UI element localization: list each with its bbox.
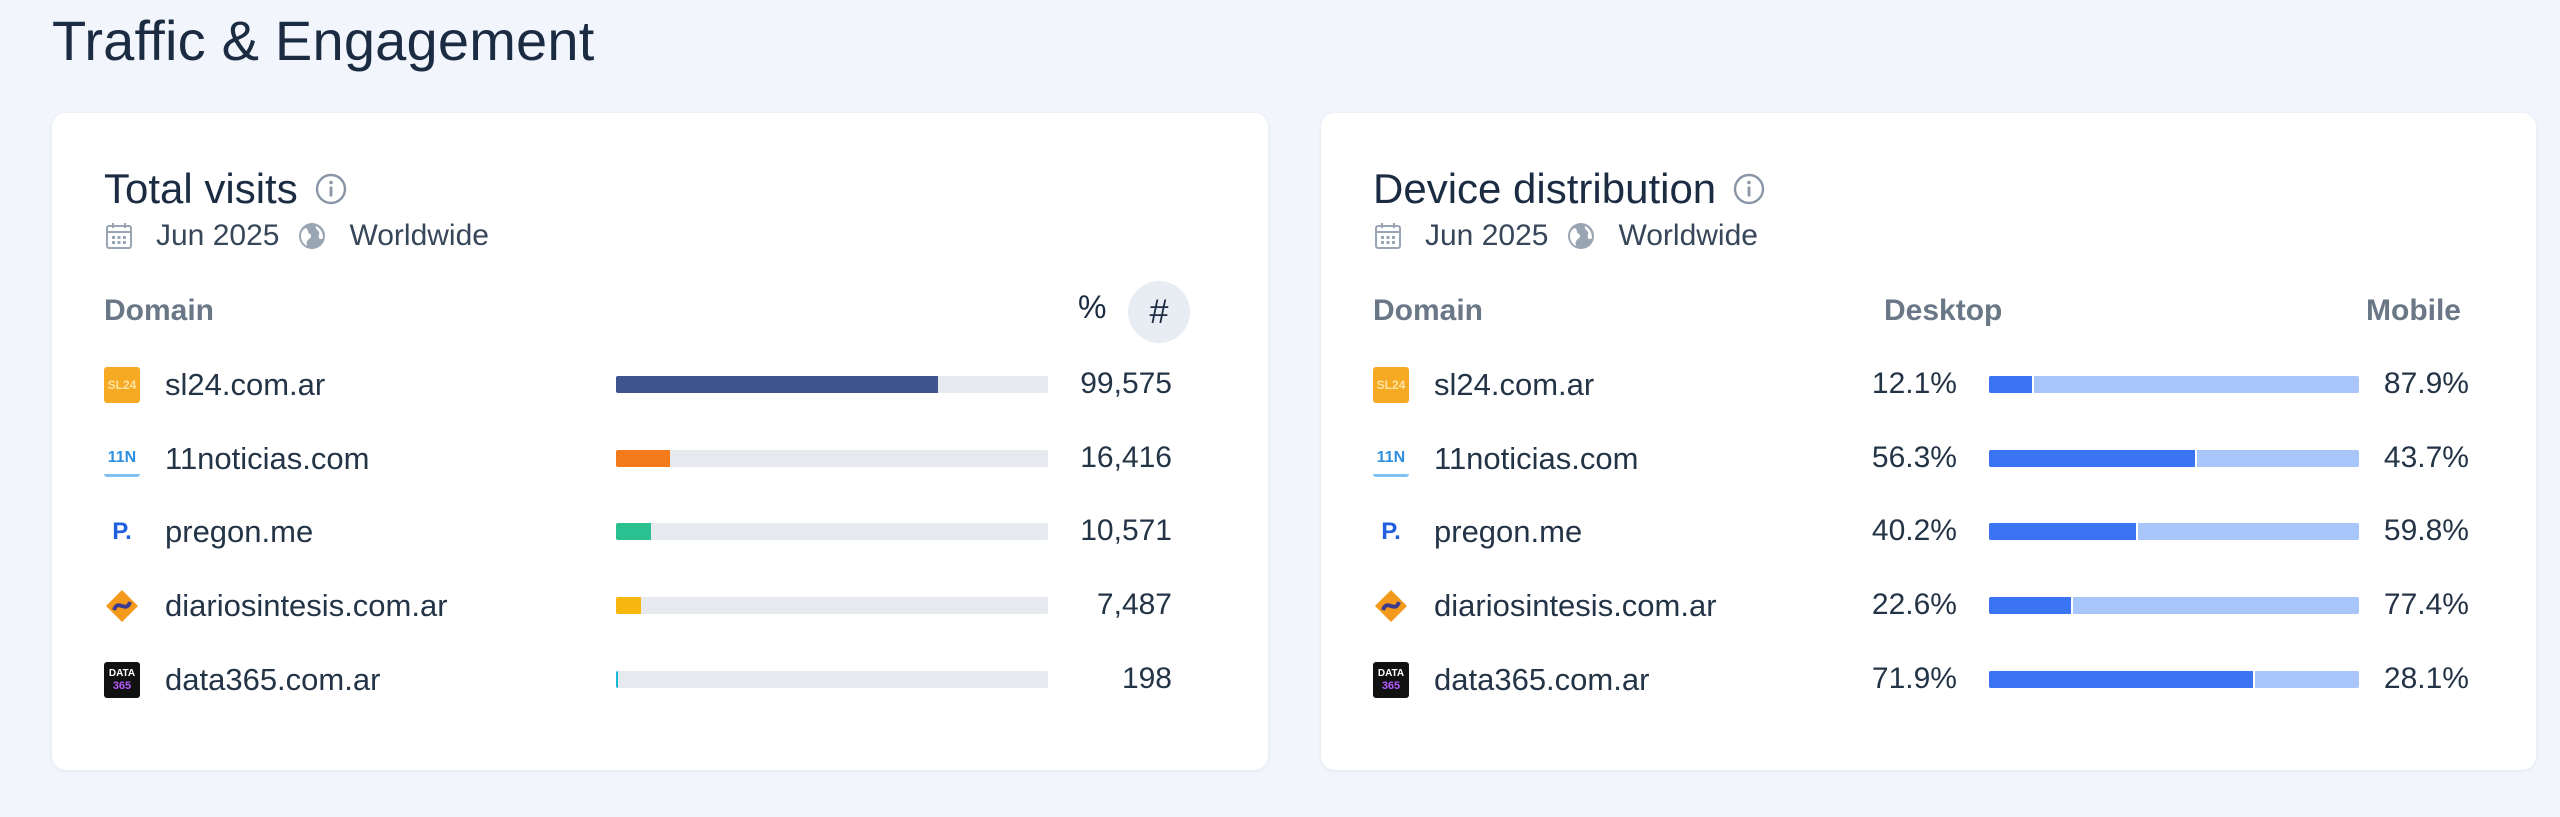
domain-label[interactable]: diariosintesis.com.ar [1434, 588, 1717, 623]
domain-label[interactable]: pregon.me [165, 514, 314, 549]
mobile-percent: 87.9% [2383, 367, 2469, 400]
column-header-desktop: Desktop [1884, 294, 2003, 327]
domain-label[interactable]: pregon.me [1434, 514, 1583, 549]
column-header-mobile: Mobile [2366, 294, 2461, 327]
visits-value: 16,416 [1080, 441, 1172, 474]
percent-toggle-button[interactable]: % [1078, 289, 1107, 325]
visits-value: 7,487 [1096, 588, 1172, 621]
pregon-logo-icon: P. [1381, 518, 1401, 545]
desktop-percent: 40.2% [1871, 514, 1957, 547]
sl24-logo-icon: SL24 [1373, 367, 1409, 403]
visits-row[interactable]: SL24 sl24.com.ar [104, 365, 325, 405]
device-split-bar [1989, 376, 2359, 393]
visits-row[interactable]: P. pregon.me [104, 512, 313, 552]
info-icon[interactable] [314, 172, 348, 206]
desktop-percent: 56.3% [1871, 441, 1957, 474]
visits-value: 10,571 [1080, 514, 1172, 547]
diariosintesis-logo-icon [104, 588, 140, 624]
info-icon[interactable] [1732, 172, 1766, 206]
visits-share-bar [616, 376, 1048, 393]
visits-value: 99,575 [1080, 367, 1172, 400]
desktop-percent: 22.6% [1871, 588, 1957, 621]
domain-label[interactable]: data365.com.ar [165, 662, 381, 697]
total-visits-card: Total visits Jun 2025 Worldwide Domain %… [52, 113, 1268, 770]
sl24-logo-icon: SL24 [104, 367, 140, 403]
desktop-share-fill [1989, 671, 2256, 688]
mobile-percent: 28.1% [2383, 662, 2469, 695]
card-title: Total visits [104, 165, 298, 212]
filters-summary: Jun 2025 Worldwide [1373, 219, 1776, 253]
visits-row[interactable]: DATA 365 data365.com.ar [104, 660, 380, 700]
device-distribution-card: Device distribution Jun 2025 Worldwide D… [1321, 113, 2536, 770]
device-row[interactable]: 11N 11noticias.com [1373, 439, 1638, 479]
globe-icon [299, 223, 326, 249]
domain-label[interactable]: diariosintesis.com.ar [165, 588, 448, 623]
eleven-noticias-logo-icon: 11N [104, 441, 140, 477]
device-split-bar [1989, 523, 2359, 540]
visits-value: 198 [1121, 662, 1172, 695]
visits-row[interactable]: diariosintesis.com.ar [104, 586, 448, 626]
device-split-bar [1989, 597, 2359, 614]
visits-row[interactable]: 11N 11noticias.com [104, 439, 369, 479]
device-split-bar [1989, 450, 2359, 467]
region-label: Worldwide [1618, 219, 1758, 252]
visits-share-bar [616, 671, 1048, 688]
desktop-share-fill [1989, 597, 2073, 614]
visits-share-fill [616, 597, 641, 614]
desktop-percent: 12.1% [1871, 367, 1957, 400]
region-label: Worldwide [349, 219, 489, 252]
device-split-bar [1989, 671, 2359, 688]
data365-logo-icon: DATA 365 [104, 662, 140, 698]
column-header-domain: Domain [1373, 294, 1484, 327]
number-toggle-button[interactable]: # [1128, 281, 1190, 343]
domain-label[interactable]: data365.com.ar [1434, 662, 1650, 697]
visits-share-fill [616, 671, 619, 688]
domain-label[interactable]: sl24.com.ar [165, 367, 326, 402]
eleven-noticias-logo-icon: 11N [1373, 441, 1409, 477]
device-distribution-header: Device distribution [1373, 165, 1766, 213]
device-row[interactable]: SL24 sl24.com.ar [1373, 365, 1594, 405]
mobile-percent: 43.7% [2383, 441, 2469, 474]
pregon-logo-icon: P. [112, 518, 132, 545]
desktop-share-fill [1989, 523, 2138, 540]
mobile-percent: 59.8% [2383, 514, 2469, 547]
visits-share-fill [616, 523, 651, 540]
desktop-percent: 71.9% [1871, 662, 1957, 695]
desktop-share-fill [1989, 450, 2198, 467]
calendar-icon [1375, 223, 1401, 249]
mobile-percent: 77.4% [2383, 588, 2469, 621]
visits-share-bar [616, 450, 1048, 467]
device-row[interactable]: P. pregon.me [1373, 512, 1582, 552]
device-row[interactable]: DATA 365 data365.com.ar [1373, 660, 1649, 700]
date-label: Jun 2025 [156, 219, 280, 252]
visits-share-bar [616, 597, 1048, 614]
domain-label[interactable]: sl24.com.ar [1434, 367, 1595, 402]
desktop-share-fill [1989, 376, 2034, 393]
column-header-domain: Domain [104, 294, 215, 327]
domain-label[interactable]: 11noticias.com [165, 441, 370, 476]
page-title: Traffic & Engagement [52, 9, 595, 72]
diariosintesis-logo-icon [1373, 588, 1409, 624]
filters-summary: Jun 2025 Worldwide [104, 219, 507, 253]
visits-share-bar [616, 523, 1048, 540]
calendar-icon [106, 223, 132, 249]
date-label: Jun 2025 [1425, 219, 1549, 252]
domain-label[interactable]: 11noticias.com [1434, 441, 1639, 476]
device-row[interactable]: diariosintesis.com.ar [1373, 586, 1717, 626]
visits-share-fill [616, 376, 938, 393]
total-visits-header: Total visits [104, 165, 348, 213]
card-title: Device distribution [1373, 165, 1717, 212]
visits-share-fill [616, 450, 670, 467]
globe-icon [1568, 223, 1595, 249]
data365-logo-icon: DATA 365 [1373, 662, 1409, 698]
